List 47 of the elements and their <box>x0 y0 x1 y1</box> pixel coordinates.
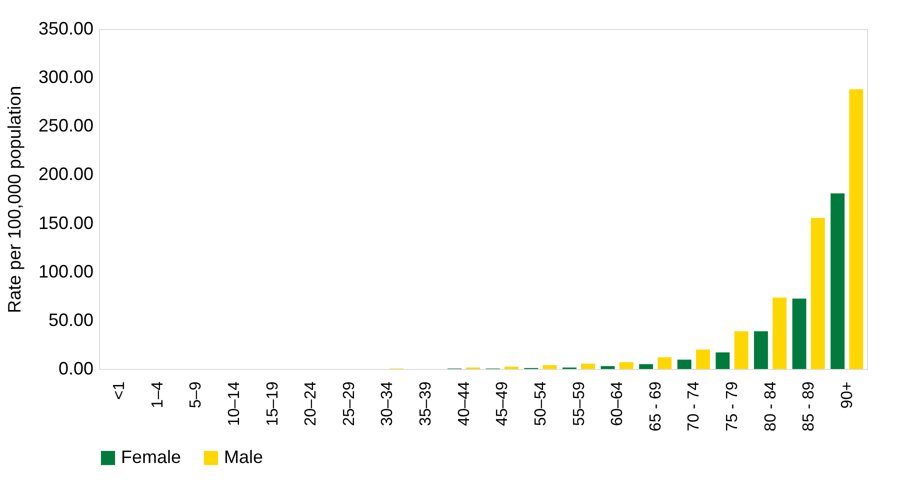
x-tick-label: 80 - 84 <box>762 381 780 432</box>
x-tick-label: 40–44 <box>456 381 473 426</box>
bar <box>792 298 806 369</box>
x-tick-label: 50–54 <box>532 381 550 426</box>
bar <box>696 349 710 369</box>
y-tick-label: 300.00 <box>38 67 94 88</box>
x-tick-label: 15–19 <box>264 381 282 426</box>
bar <box>658 357 672 369</box>
x-tick-label: 25–29 <box>340 381 358 426</box>
y-tick-label: 200.00 <box>38 164 94 184</box>
y-tick-label: 0.00 <box>58 358 94 378</box>
bar <box>716 352 730 369</box>
bar <box>600 366 615 369</box>
bar <box>639 364 654 369</box>
bar <box>754 331 768 369</box>
x-tick-label: <1 <box>111 381 128 400</box>
x-tick-label: 60–64 <box>609 381 626 426</box>
x-tick-label: 20–24 <box>302 381 320 426</box>
y-tick-label: 100.00 <box>38 261 94 282</box>
bar <box>772 298 787 369</box>
bar <box>581 364 596 369</box>
y-tick-label: 150.00 <box>38 212 94 233</box>
y-tick-label: 250.00 <box>38 116 94 136</box>
x-tick-label: 5–9 <box>188 381 205 408</box>
bar <box>849 89 864 369</box>
bar <box>810 218 825 369</box>
x-tick-label: 30–34 <box>379 381 396 426</box>
x-tick-label: 75 - 79 <box>724 381 741 432</box>
x-tick-label: 55–59 <box>570 381 588 426</box>
legend-label: Female <box>121 447 182 467</box>
x-tick-label: 45–49 <box>494 381 512 426</box>
x-tick-label: 70 - 74 <box>686 381 703 432</box>
y-tick-label: 50.00 <box>48 310 94 330</box>
y-tick-label: 350.00 <box>38 18 94 38</box>
x-tick-label: 10–14 <box>226 381 244 426</box>
bar <box>542 365 557 369</box>
x-tick-label: 35–39 <box>418 381 435 426</box>
bar <box>619 362 634 369</box>
x-tick-label: 65 - 69 <box>647 381 664 432</box>
bar <box>677 360 692 369</box>
bar <box>830 193 845 369</box>
x-tick-label: 85 - 89 <box>800 381 818 432</box>
bar <box>734 331 748 369</box>
y-axis-title: Rate per 100,000 population <box>4 86 24 314</box>
legend-label: Male <box>224 447 264 467</box>
x-tick-label: 90+ <box>838 382 856 409</box>
x-tick-label: 1–4 <box>149 381 166 408</box>
